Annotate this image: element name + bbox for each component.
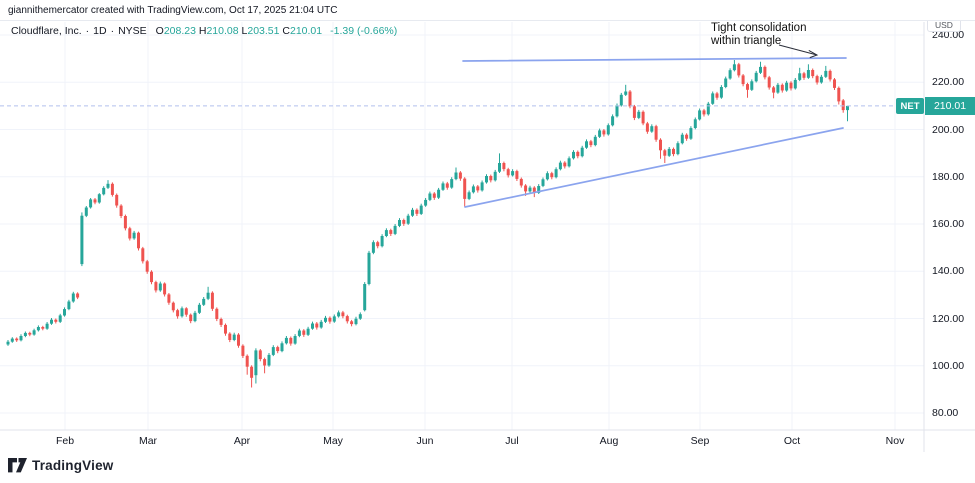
triangle-annotation[interactable]: Tight consolidation within triangle [711,22,806,48]
low-label: L [241,25,248,37]
month-label: Apr [233,435,251,447]
month-label: Aug [599,435,619,447]
legend-separator: · [110,25,115,37]
price-tick-label: 180.00 [932,171,965,183]
high-value: 210.08 [206,25,239,37]
tradingview-brand-text: TradingView [32,458,114,473]
price-tick-label: 120.00 [932,313,965,325]
upper-trendline[interactable] [462,57,847,62]
attribution-bar: giannithemercator created with TradingVi… [0,0,975,21]
high-label: H [198,25,207,37]
open-label: O [155,25,164,37]
open-value: 208.23 [163,25,196,37]
month-label: Nov [885,435,905,447]
exchange-label: NYSE [118,25,147,37]
symbol-price-badge: NET [896,98,924,114]
tradingview-logo-icon [8,458,27,473]
price-tick-label: 220.00 [932,76,965,88]
chart-legend[interactable]: Cloudflare, Inc. · 1D · NYSE O208.23 H210.08 … [11,25,397,37]
attribution-text: giannithemercator created with TradingVi… [8,4,338,16]
last-price-badge: 210.01 [925,97,975,115]
price-tick-label: 200.00 [932,124,965,136]
change-value: -1.39 (-0.66%) [330,25,398,37]
close-value: 210.01 [290,25,323,37]
annotation-line-1: Tight consolidation [711,22,807,34]
price-tick-label: 100.00 [932,360,965,372]
month-label: Jun [416,435,434,447]
legend-separator: · [85,25,90,37]
month-label: Jul [505,435,519,447]
month-label: Oct [783,435,801,447]
price-tick-label: 160.00 [932,218,965,230]
close-label: C [282,25,290,37]
price-tick-label: 140.00 [932,265,965,277]
month-label: Feb [55,435,75,447]
month-label: Mar [138,435,158,447]
month-label: Sep [690,435,710,447]
month-label: May [323,435,343,447]
symbol-title[interactable]: Cloudflare, Inc. [11,25,82,37]
tradingview-logo[interactable]: TradingView [8,458,113,473]
interval-label[interactable]: 1D [93,25,107,37]
annotation-line-2: within triangle [711,35,782,47]
price-tick-label: 240.00 [932,29,965,41]
lower-trendline[interactable] [464,127,844,208]
price-tick-label: 80.00 [932,407,959,419]
low-value: 203.51 [247,25,280,37]
annotation-arrowhead [808,49,819,59]
annotation-arrow[interactable] [778,44,818,56]
